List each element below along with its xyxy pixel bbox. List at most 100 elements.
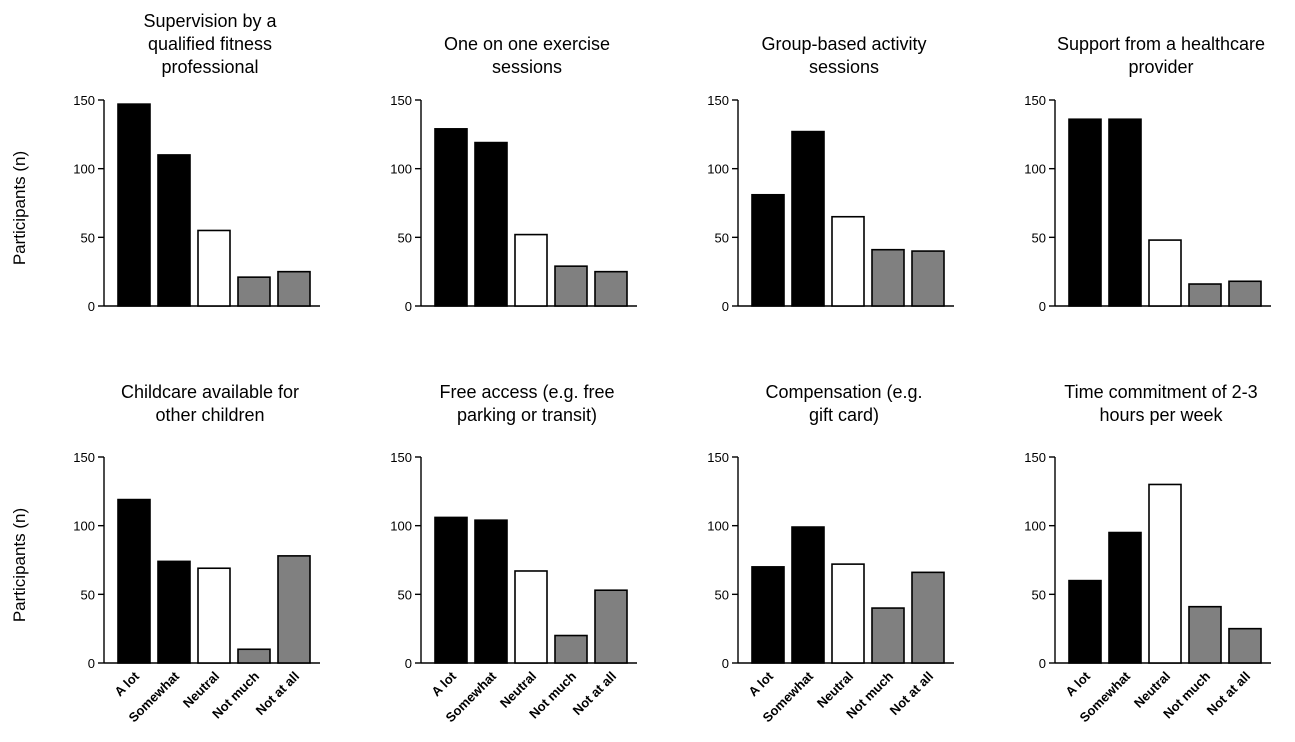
panel-title-line: other children xyxy=(155,405,264,425)
panel-5: Childcare available for other children 0 50… xyxy=(73,382,320,725)
y-tick-label: 150 xyxy=(390,450,412,465)
y-tick-label: 50 xyxy=(81,230,95,245)
y-tick-label: 150 xyxy=(707,93,729,108)
bar-not-at-all xyxy=(1228,280,1262,307)
bar-somewhat xyxy=(474,519,508,664)
y-tick-label: 100 xyxy=(390,519,412,534)
x-tick-label: Not at all xyxy=(570,669,619,718)
panel-title-line: Childcare available for xyxy=(121,382,299,402)
panel-title-line: Support from a healthcare xyxy=(1057,34,1265,54)
bar-not-at-all xyxy=(911,571,945,664)
bar-neutral xyxy=(514,570,548,664)
y-tick-label: 0 xyxy=(1039,656,1046,671)
y-tick-label: 50 xyxy=(398,230,412,245)
bar-a-lot xyxy=(751,193,785,307)
panel-title-line: sessions xyxy=(809,57,879,77)
y-tick-label: 100 xyxy=(73,519,95,534)
bar-neutral xyxy=(197,567,231,664)
y-tick-label: 0 xyxy=(722,299,729,314)
bar-a-lot xyxy=(1068,579,1102,664)
bar-not-at-all xyxy=(277,270,311,307)
y-tick-label: 150 xyxy=(390,93,412,108)
y-tick-label: 0 xyxy=(88,299,95,314)
bar-not-at-all xyxy=(1228,627,1262,664)
y-tick-label: 0 xyxy=(88,656,95,671)
bar-not-much xyxy=(237,276,271,307)
panel-title-line: Supervision by a xyxy=(143,11,277,31)
x-tick-label: Not at all xyxy=(253,669,302,718)
bar-not-much xyxy=(237,648,271,664)
panel-1: Supervision by a qualified fitness profess… xyxy=(73,11,320,314)
x-tick-label: A lot xyxy=(111,668,142,699)
x-tick-label: A lot xyxy=(1062,668,1093,699)
bar-somewhat xyxy=(474,141,508,307)
y-tick-label: 0 xyxy=(405,299,412,314)
bar-not-much xyxy=(1188,605,1222,664)
y-tick-label: 150 xyxy=(73,450,95,465)
y-tick-label: 150 xyxy=(73,93,95,108)
panel-2: One on one exercise sessions 0 50 100 150 xyxy=(390,34,637,314)
bar-neutral xyxy=(1148,483,1182,664)
bar-somewhat xyxy=(157,560,191,664)
panel-title-line: Group-based activity xyxy=(761,34,926,54)
panel-3: Group-based activity sessions 0 50 100 150 xyxy=(707,34,954,314)
y-tick-label: 100 xyxy=(1024,519,1046,534)
y-axis-label-top-row: Participants (n) xyxy=(10,151,29,265)
bar-not-at-all xyxy=(911,250,945,307)
x-tick-label: Not at all xyxy=(1204,669,1253,718)
y-tick-label: 0 xyxy=(405,656,412,671)
bar-not-at-all xyxy=(277,555,311,664)
panel-title-line: One on one exercise xyxy=(444,34,610,54)
y-tick-label: 100 xyxy=(73,162,95,177)
x-tick-label: Not at all xyxy=(887,669,936,718)
bar-neutral xyxy=(514,233,548,307)
bar-neutral xyxy=(831,563,865,664)
y-tick-label: 100 xyxy=(1024,162,1046,177)
panel-title-line: parking or transit) xyxy=(457,405,597,425)
bar-not-at-all xyxy=(594,270,628,307)
y-tick-label: 150 xyxy=(707,450,729,465)
x-tick-label: A lot xyxy=(745,668,776,699)
bar-somewhat xyxy=(791,130,825,307)
bar-not-at-all xyxy=(594,589,628,664)
bar-not-much xyxy=(554,634,588,664)
bar-somewhat xyxy=(157,154,191,307)
panel-title-line: Time commitment of 2-3 xyxy=(1064,382,1257,402)
bar-a-lot xyxy=(117,103,151,307)
bar-neutral xyxy=(197,229,231,307)
y-tick-label: 50 xyxy=(1032,230,1046,245)
panel-title-line: Compensation (e.g. xyxy=(765,382,922,402)
y-axis-label-bottom-row: Participants (n) xyxy=(10,508,29,622)
panel-title-line: Free access (e.g. free xyxy=(439,382,614,402)
panel-title-line: provider xyxy=(1128,57,1193,77)
y-tick-label: 0 xyxy=(1039,299,1046,314)
y-tick-label: 100 xyxy=(707,162,729,177)
bar-a-lot xyxy=(117,498,151,664)
panel-title-line: sessions xyxy=(492,57,562,77)
y-tick-label: 50 xyxy=(715,587,729,602)
panel-6: Free access (e.g. free parking or transit… xyxy=(390,382,637,725)
y-tick-label: 0 xyxy=(722,656,729,671)
panel-title-line: gift card) xyxy=(809,405,879,425)
y-tick-label: 100 xyxy=(390,162,412,177)
bar-a-lot xyxy=(751,566,785,664)
panel-7: Compensation (e.g. gift card) 0 50 100 150 A l… xyxy=(707,382,954,725)
y-tick-label: 150 xyxy=(1024,450,1046,465)
bar-somewhat xyxy=(1108,118,1142,307)
bar-neutral xyxy=(831,215,865,307)
y-tick-label: 50 xyxy=(1032,587,1046,602)
y-tick-label: 50 xyxy=(715,230,729,245)
bar-not-much xyxy=(871,248,905,307)
y-tick-label: 150 xyxy=(1024,93,1046,108)
bar-somewhat xyxy=(791,526,825,664)
y-tick-label: 100 xyxy=(707,519,729,534)
bar-not-much xyxy=(554,265,588,307)
panel-title-line: qualified fitness xyxy=(148,34,272,54)
bar-somewhat xyxy=(1108,531,1142,664)
bar-not-much xyxy=(871,607,905,664)
y-tick-label: 50 xyxy=(398,587,412,602)
bar-a-lot xyxy=(434,516,468,664)
panel-title-line: hours per week xyxy=(1099,405,1223,425)
y-tick-label: 50 xyxy=(81,587,95,602)
